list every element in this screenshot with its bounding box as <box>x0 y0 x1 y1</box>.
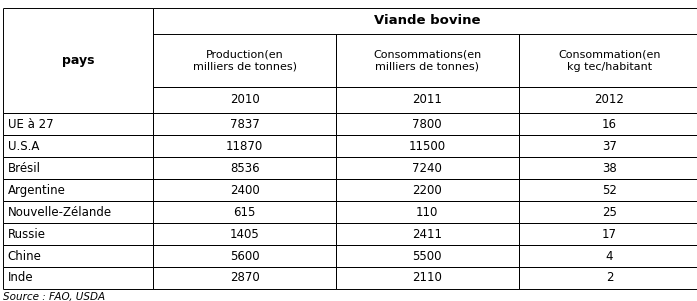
Text: 11870: 11870 <box>226 140 263 153</box>
Text: Russie: Russie <box>8 228 46 240</box>
Text: 7240: 7240 <box>413 162 442 175</box>
Text: 615: 615 <box>233 206 256 219</box>
Text: 7837: 7837 <box>230 118 259 131</box>
Text: Consommations(en
milliers de tonnes): Consommations(en milliers de tonnes) <box>373 49 482 72</box>
Text: 5600: 5600 <box>230 250 259 262</box>
Text: Viande bovine: Viande bovine <box>374 14 480 27</box>
Text: 7800: 7800 <box>413 118 442 131</box>
Text: Chine: Chine <box>8 250 42 262</box>
Text: 2400: 2400 <box>230 184 259 197</box>
Text: 37: 37 <box>602 140 617 153</box>
Text: Consommation(en
kg tec/habitant: Consommation(en kg tec/habitant <box>558 49 661 72</box>
Text: 2200: 2200 <box>413 184 442 197</box>
Text: Inde: Inde <box>8 272 33 284</box>
Text: pays: pays <box>62 54 95 67</box>
Text: 1405: 1405 <box>230 228 259 240</box>
Text: 4: 4 <box>606 250 613 262</box>
Text: 2: 2 <box>606 272 613 284</box>
Text: 2010: 2010 <box>230 93 259 107</box>
Text: Brésil: Brésil <box>8 162 40 175</box>
Text: U.S.A: U.S.A <box>8 140 39 153</box>
Text: 5500: 5500 <box>413 250 442 262</box>
Text: 52: 52 <box>602 184 617 197</box>
Text: 11500: 11500 <box>408 140 446 153</box>
Text: UE à 27: UE à 27 <box>8 118 53 131</box>
Text: 2012: 2012 <box>595 93 625 107</box>
Text: Nouvelle-Zélande: Nouvelle-Zélande <box>8 206 112 219</box>
Text: 38: 38 <box>602 162 617 175</box>
Text: Argentine: Argentine <box>8 184 66 197</box>
Text: Production(en
milliers de tonnes): Production(en milliers de tonnes) <box>192 49 297 72</box>
Text: 16: 16 <box>602 118 617 131</box>
Text: 2011: 2011 <box>413 93 442 107</box>
Text: 2411: 2411 <box>412 228 443 240</box>
Text: 2110: 2110 <box>413 272 442 284</box>
Text: 8536: 8536 <box>230 162 259 175</box>
Text: 2870: 2870 <box>230 272 259 284</box>
Text: 110: 110 <box>416 206 438 219</box>
Text: 25: 25 <box>602 206 617 219</box>
Text: Source : FAO, USDA: Source : FAO, USDA <box>3 292 106 301</box>
Text: 17: 17 <box>602 228 617 240</box>
